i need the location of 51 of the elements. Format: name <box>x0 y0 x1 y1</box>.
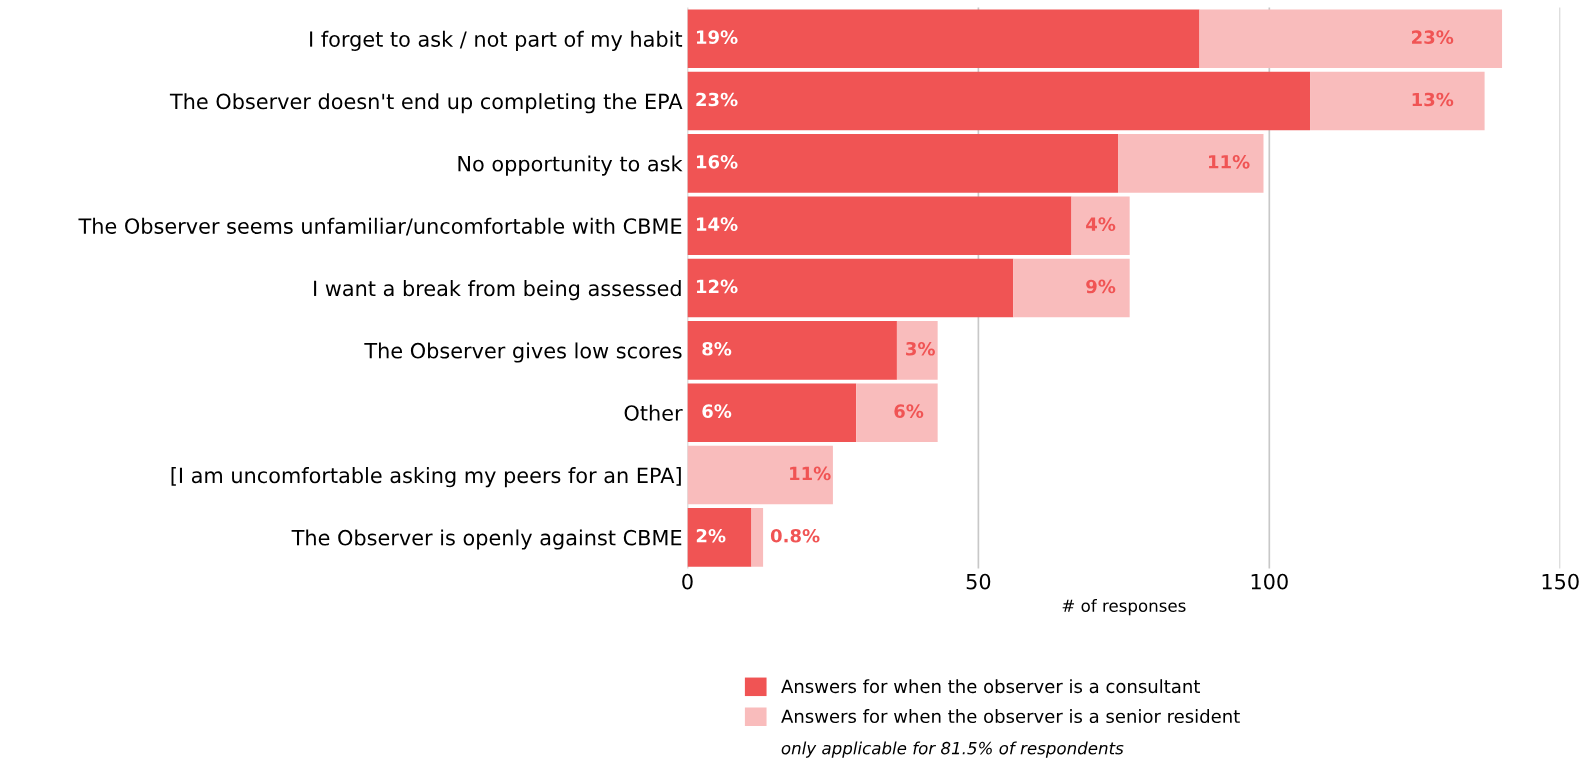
annotation: 2% <box>696 528 726 543</box>
bar <box>1199 9 1503 69</box>
x-tick-label: 100 <box>1251 573 1288 590</box>
bar <box>687 134 1119 193</box>
y-tick-label: I want a break from being assessed <box>314 280 681 301</box>
annotation: 12% <box>696 279 738 294</box>
bar <box>687 508 752 567</box>
y-tick-label: The Observer doesn't end up completing the EPA <box>169 93 683 114</box>
annotation: 14% <box>696 217 738 231</box>
annotation: 23% <box>696 92 738 107</box>
bar <box>1310 71 1485 131</box>
annotation: 11% <box>790 466 831 481</box>
y-tick-label: The Observer gives low scores <box>364 342 682 363</box>
annotation: 16% <box>696 154 738 169</box>
text: only applicable for 81.5% of respondents <box>781 741 1124 758</box>
y-tick-label: I forget to ask / not part of my habit <box>310 30 683 51</box>
annotation: 13% <box>1412 92 1454 107</box>
legend-label: Answers for when the observer is a senior resident <box>781 709 1240 724</box>
y-tick-label: No opportunity to ask <box>458 155 683 176</box>
bar <box>1118 134 1264 193</box>
annotation: 11% <box>1209 154 1250 169</box>
bar <box>1071 196 1130 256</box>
y-tick-label: [I am uncomfortable asking my peers for an EPA] <box>171 467 681 488</box>
annotation: 23% <box>1412 30 1454 44</box>
bar <box>687 196 1072 256</box>
annotation: 19% <box>696 30 738 44</box>
bar <box>687 9 1200 69</box>
bar <box>687 445 833 505</box>
y-tick-label: Other <box>624 404 683 421</box>
x-tick-label: 50 <box>966 573 991 590</box>
x-tick-label: 150 <box>1542 573 1579 590</box>
bar <box>856 383 938 442</box>
y-tick-label: The Observer is openly against CBME <box>291 529 682 550</box>
annotation: 9% <box>1086 279 1116 294</box>
annotation: 0.8% <box>770 528 820 543</box>
bar <box>1013 258 1130 318</box>
annotation: 6% <box>894 404 924 418</box>
bar <box>687 383 857 442</box>
annotation: 8% <box>702 341 732 356</box>
bar <box>896 321 938 380</box>
annotation: 4% <box>1086 217 1116 231</box>
bar <box>751 508 764 567</box>
bar <box>687 321 897 380</box>
x-tick-label: 0 <box>682 573 693 590</box>
legend-label: Answers for when the observer is a consultant <box>781 679 1200 694</box>
annotation: 6% <box>702 404 732 418</box>
x-axis-title: # of responses <box>1062 599 1186 616</box>
y-tick-label: The Observer seems unfamiliar/uncomfortable with CBME <box>78 217 682 236</box>
annotation: 3% <box>906 341 935 356</box>
bar <box>687 71 1311 131</box>
bar <box>687 258 1014 318</box>
